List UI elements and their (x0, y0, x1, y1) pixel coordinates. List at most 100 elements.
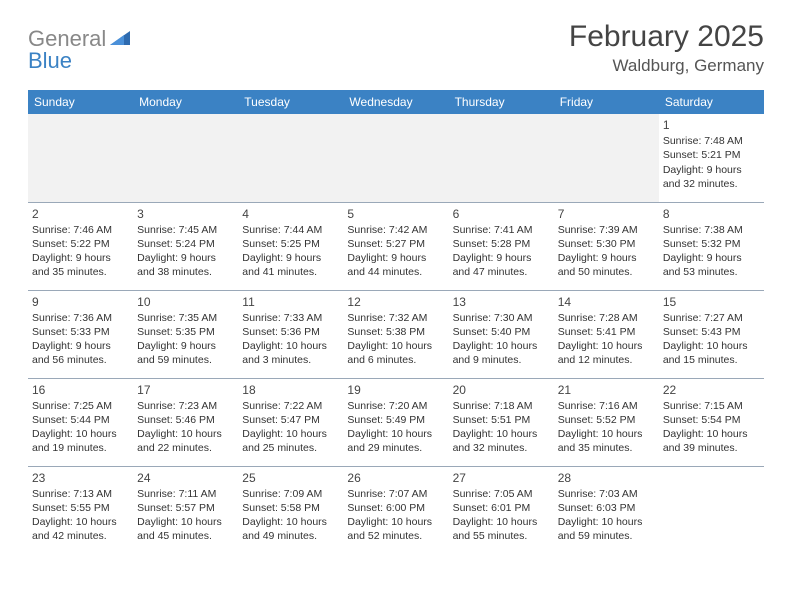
calendar-header-row: Sunday Monday Tuesday Wednesday Thursday… (28, 90, 764, 114)
calendar-cell: 10Sunrise: 7:35 AMSunset: 5:35 PMDayligh… (133, 290, 238, 378)
sunset-text: Sunset: 5:52 PM (558, 413, 655, 427)
daylight-text: Daylight: 9 hours and 32 minutes. (663, 163, 760, 191)
calendar-cell: 18Sunrise: 7:22 AMSunset: 5:47 PMDayligh… (238, 378, 343, 466)
sunset-text: Sunset: 5:22 PM (32, 237, 129, 251)
day-number: 6 (453, 206, 550, 222)
calendar-cell: 26Sunrise: 7:07 AMSunset: 6:00 PMDayligh… (343, 466, 448, 554)
day-number: 7 (558, 206, 655, 222)
sunset-text: Sunset: 5:54 PM (663, 413, 760, 427)
daylight-text: Daylight: 9 hours and 41 minutes. (242, 251, 339, 279)
day-number: 25 (242, 470, 339, 486)
day-number: 28 (558, 470, 655, 486)
calendar-cell: 4Sunrise: 7:44 AMSunset: 5:25 PMDaylight… (238, 202, 343, 290)
col-thursday: Thursday (449, 90, 554, 114)
sunrise-text: Sunrise: 7:05 AM (453, 487, 550, 501)
sunset-text: Sunset: 5:27 PM (347, 237, 444, 251)
day-number: 23 (32, 470, 129, 486)
sunrise-text: Sunrise: 7:07 AM (347, 487, 444, 501)
daylight-text: Daylight: 10 hours and 55 minutes. (453, 515, 550, 543)
day-number: 13 (453, 294, 550, 310)
calendar-cell: 14Sunrise: 7:28 AMSunset: 5:41 PMDayligh… (554, 290, 659, 378)
logo-word2-wrap: Blue (28, 48, 72, 74)
calendar-cell: 15Sunrise: 7:27 AMSunset: 5:43 PMDayligh… (659, 290, 764, 378)
sunset-text: Sunset: 5:41 PM (558, 325, 655, 339)
calendar-cell: 28Sunrise: 7:03 AMSunset: 6:03 PMDayligh… (554, 466, 659, 554)
calendar-cell: 21Sunrise: 7:16 AMSunset: 5:52 PMDayligh… (554, 378, 659, 466)
calendar-row: 16Sunrise: 7:25 AMSunset: 5:44 PMDayligh… (28, 378, 764, 466)
sunrise-text: Sunrise: 7:22 AM (242, 399, 339, 413)
sunset-text: Sunset: 5:21 PM (663, 148, 760, 162)
daylight-text: Daylight: 9 hours and 38 minutes. (137, 251, 234, 279)
calendar-row: 2Sunrise: 7:46 AMSunset: 5:22 PMDaylight… (28, 202, 764, 290)
sunset-text: Sunset: 5:49 PM (347, 413, 444, 427)
calendar-cell: 11Sunrise: 7:33 AMSunset: 5:36 PMDayligh… (238, 290, 343, 378)
daylight-text: Daylight: 10 hours and 6 minutes. (347, 339, 444, 367)
col-sunday: Sunday (28, 90, 133, 114)
day-number: 9 (32, 294, 129, 310)
daylight-text: Daylight: 10 hours and 3 minutes. (242, 339, 339, 367)
sunset-text: Sunset: 5:25 PM (242, 237, 339, 251)
sunrise-text: Sunrise: 7:03 AM (558, 487, 655, 501)
calendar-cell: 3Sunrise: 7:45 AMSunset: 5:24 PMDaylight… (133, 202, 238, 290)
calendar-cell: 1Sunrise: 7:48 AMSunset: 5:21 PMDaylight… (659, 114, 764, 202)
sunset-text: Sunset: 5:55 PM (32, 501, 129, 515)
sunset-text: Sunset: 5:24 PM (137, 237, 234, 251)
daylight-text: Daylight: 10 hours and 52 minutes. (347, 515, 444, 543)
sunrise-text: Sunrise: 7:38 AM (663, 223, 760, 237)
title-block: February 2025 Waldburg, Germany (569, 20, 764, 76)
calendar-cell: 25Sunrise: 7:09 AMSunset: 5:58 PMDayligh… (238, 466, 343, 554)
sunset-text: Sunset: 5:30 PM (558, 237, 655, 251)
day-number: 14 (558, 294, 655, 310)
calendar-table: Sunday Monday Tuesday Wednesday Thursday… (28, 90, 764, 554)
daylight-text: Daylight: 9 hours and 53 minutes. (663, 251, 760, 279)
calendar-cell: 12Sunrise: 7:32 AMSunset: 5:38 PMDayligh… (343, 290, 448, 378)
sunset-text: Sunset: 6:03 PM (558, 501, 655, 515)
calendar-cell: 13Sunrise: 7:30 AMSunset: 5:40 PMDayligh… (449, 290, 554, 378)
calendar-cell: 16Sunrise: 7:25 AMSunset: 5:44 PMDayligh… (28, 378, 133, 466)
sunset-text: Sunset: 5:58 PM (242, 501, 339, 515)
calendar-cell: 7Sunrise: 7:39 AMSunset: 5:30 PMDaylight… (554, 202, 659, 290)
sunrise-text: Sunrise: 7:13 AM (32, 487, 129, 501)
sunrise-text: Sunrise: 7:23 AM (137, 399, 234, 413)
day-number: 24 (137, 470, 234, 486)
sunset-text: Sunset: 5:32 PM (663, 237, 760, 251)
calendar-body: 1Sunrise: 7:48 AMSunset: 5:21 PMDaylight… (28, 114, 764, 554)
calendar-cell (238, 114, 343, 202)
sunrise-text: Sunrise: 7:33 AM (242, 311, 339, 325)
calendar-cell (28, 114, 133, 202)
daylight-text: Daylight: 10 hours and 12 minutes. (558, 339, 655, 367)
sunset-text: Sunset: 5:46 PM (137, 413, 234, 427)
day-number: 12 (347, 294, 444, 310)
daylight-text: Daylight: 10 hours and 59 minutes. (558, 515, 655, 543)
calendar-cell (659, 466, 764, 554)
sunset-text: Sunset: 5:44 PM (32, 413, 129, 427)
daylight-text: Daylight: 10 hours and 9 minutes. (453, 339, 550, 367)
day-number: 16 (32, 382, 129, 398)
daylight-text: Daylight: 10 hours and 35 minutes. (558, 427, 655, 455)
calendar-cell: 20Sunrise: 7:18 AMSunset: 5:51 PMDayligh… (449, 378, 554, 466)
page-header: General February 2025 Waldburg, Germany (28, 20, 764, 76)
calendar-cell (133, 114, 238, 202)
sunrise-text: Sunrise: 7:39 AM (558, 223, 655, 237)
daylight-text: Daylight: 10 hours and 45 minutes. (137, 515, 234, 543)
day-number: 3 (137, 206, 234, 222)
daylight-text: Daylight: 10 hours and 39 minutes. (663, 427, 760, 455)
daylight-text: Daylight: 10 hours and 25 minutes. (242, 427, 339, 455)
sunrise-text: Sunrise: 7:42 AM (347, 223, 444, 237)
daylight-text: Daylight: 9 hours and 47 minutes. (453, 251, 550, 279)
sunrise-text: Sunrise: 7:35 AM (137, 311, 234, 325)
daylight-text: Daylight: 10 hours and 19 minutes. (32, 427, 129, 455)
daylight-text: Daylight: 9 hours and 59 minutes. (137, 339, 234, 367)
day-number: 5 (347, 206, 444, 222)
calendar-cell: 6Sunrise: 7:41 AMSunset: 5:28 PMDaylight… (449, 202, 554, 290)
sunset-text: Sunset: 5:38 PM (347, 325, 444, 339)
day-number: 18 (242, 382, 339, 398)
sunset-text: Sunset: 5:40 PM (453, 325, 550, 339)
sunrise-text: Sunrise: 7:32 AM (347, 311, 444, 325)
calendar-cell (554, 114, 659, 202)
calendar-cell: 27Sunrise: 7:05 AMSunset: 6:01 PMDayligh… (449, 466, 554, 554)
sunrise-text: Sunrise: 7:20 AM (347, 399, 444, 413)
sunset-text: Sunset: 5:43 PM (663, 325, 760, 339)
day-number: 17 (137, 382, 234, 398)
sunrise-text: Sunrise: 7:11 AM (137, 487, 234, 501)
